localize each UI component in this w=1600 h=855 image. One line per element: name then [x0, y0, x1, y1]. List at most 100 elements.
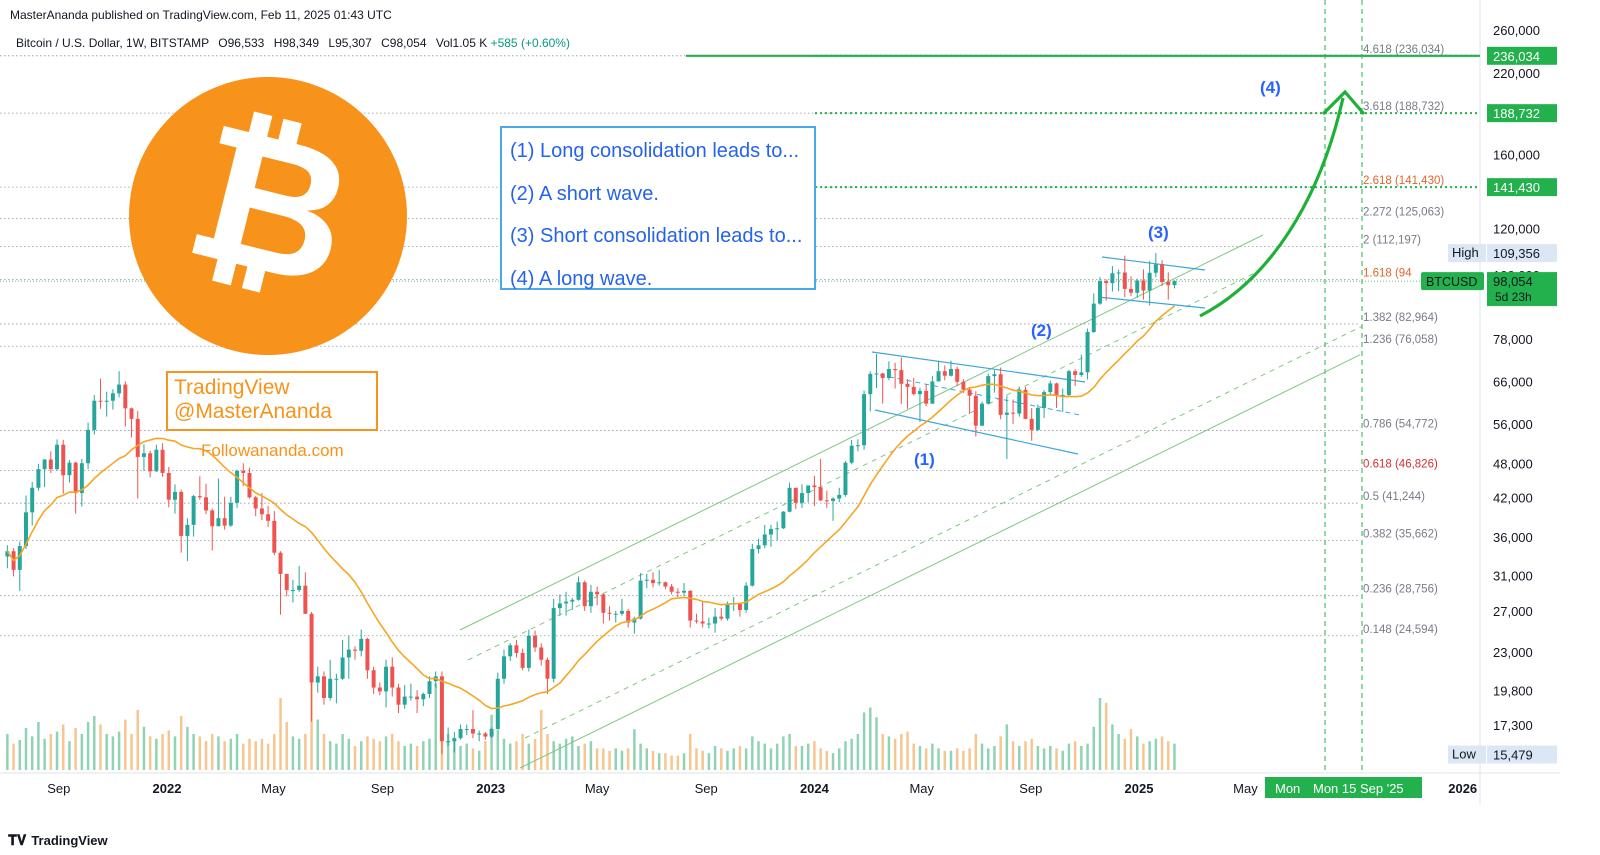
- candle-body: [862, 394, 867, 446]
- candle-body: [1004, 412, 1009, 415]
- volume-bar: [1042, 748, 1046, 770]
- volume-bar: [738, 746, 742, 770]
- symbol-tag: BTCUSD: [1426, 275, 1477, 289]
- candle-body: [899, 370, 904, 384]
- volume-bar: [1123, 738, 1127, 770]
- brand-box[interactable]: TradingView @MasterAnanda: [166, 371, 378, 431]
- volume-bar: [285, 722, 288, 770]
- annotation-line-2: (2) A short wave.: [510, 182, 659, 205]
- candle-body: [384, 666, 389, 692]
- candle-body: [340, 657, 345, 679]
- volume-bar: [291, 736, 295, 770]
- candle-body: [781, 511, 786, 529]
- volume-bar: [61, 724, 65, 770]
- fib-label: 0.148 (24,594): [1363, 624, 1438, 636]
- volume-bar: [99, 724, 102, 770]
- channel-upper-mid: [467, 267, 1266, 661]
- volume-bar: [117, 731, 121, 770]
- volume-bar: [142, 726, 146, 770]
- volume-bar: [856, 734, 860, 770]
- price-tick: 27,000: [1493, 604, 1533, 619]
- volume-bar: [589, 741, 593, 770]
- volume-bar: [1173, 743, 1176, 770]
- candle-body: [855, 445, 860, 447]
- volume-bar: [912, 743, 915, 770]
- channel-upper: [459, 234, 1264, 631]
- price-tick: 36,000: [1493, 530, 1533, 545]
- candle-body: [651, 579, 655, 584]
- candle-body: [284, 573, 289, 591]
- volume-bar: [12, 743, 15, 770]
- volume-bar: [80, 734, 84, 770]
- price-tick: 78,000: [1493, 332, 1533, 347]
- volume-bar: [1129, 729, 1133, 770]
- volume-bar: [217, 736, 220, 770]
- volume-bar: [173, 736, 177, 770]
- candle-body: [365, 638, 370, 671]
- volume-bar: [968, 748, 971, 770]
- volume-bar: [347, 738, 351, 770]
- volume-bar: [105, 734, 108, 770]
- footer-logo-text[interactable]: TradingView: [31, 833, 108, 848]
- moving-average-line: [6, 305, 1175, 710]
- candle-body: [353, 649, 358, 651]
- candle-body: [266, 514, 271, 521]
- candle-body: [545, 659, 550, 679]
- website-link[interactable]: Followananda.com: [201, 441, 344, 460]
- candle-body: [1110, 273, 1115, 284]
- annotation-box[interactable]: (1) Long consolidation leads to... (2) A…: [500, 126, 816, 290]
- candle-body: [235, 470, 240, 503]
- price-tick: 17,300: [1493, 718, 1533, 733]
- bitcoin-logo-icon: [129, 77, 407, 355]
- volume-bar: [508, 743, 512, 770]
- candle-body: [1054, 383, 1059, 396]
- candle-body: [762, 534, 767, 546]
- candle-body: [1023, 389, 1028, 419]
- volume-bar: [304, 734, 307, 770]
- candle-body: [402, 696, 407, 705]
- price-tick: 19,800: [1493, 683, 1533, 698]
- symbol-title[interactable]: Bitcoin / U.S. Dollar, 1W, BITSTAMP: [16, 36, 209, 50]
- volume-bar: [645, 748, 649, 770]
- candle-body: [222, 518, 227, 526]
- candle-body: [166, 472, 171, 500]
- candle-body: [1104, 281, 1109, 284]
- volume-bar: [595, 748, 599, 770]
- wave-label-2: (2): [1031, 321, 1052, 340]
- volume-bar: [297, 738, 301, 770]
- volume-bar: [310, 680, 313, 770]
- last-price-value: 98,054: [1493, 274, 1533, 289]
- candle-body: [1042, 392, 1047, 408]
- volume-bar: [701, 750, 704, 770]
- volume-bar: [695, 748, 698, 770]
- volume-bar: [558, 743, 562, 770]
- volume-bar: [359, 741, 363, 770]
- candle-body: [533, 635, 538, 648]
- candle-body: [719, 616, 724, 619]
- candle-body: [30, 487, 35, 513]
- price-label: 109,356: [1493, 246, 1540, 261]
- volume-bar: [68, 741, 71, 770]
- volume-bar: [633, 729, 636, 770]
- candle-body: [1141, 280, 1146, 291]
- candle-body: [290, 590, 295, 592]
- volume-bar: [993, 746, 996, 770]
- volume-bar: [465, 743, 469, 770]
- volume-bar: [825, 750, 829, 770]
- volume-bar: [527, 743, 531, 770]
- candle-body: [123, 384, 128, 409]
- consolidation-1-mid: [879, 374, 1081, 416]
- candle-body: [253, 497, 258, 509]
- price-tick: 120,000: [1493, 221, 1540, 236]
- time-tick: Sep: [47, 781, 70, 796]
- candle-body: [557, 603, 562, 609]
- candle-body: [24, 512, 28, 547]
- symbol-info-line: Bitcoin / U.S. Dollar, 1W, BITSTAMP O96,…: [16, 36, 570, 50]
- volume-bar: [459, 746, 462, 770]
- price-label-bg: [1487, 244, 1557, 263]
- volume-bar: [583, 743, 586, 770]
- volume-bar: [875, 717, 878, 770]
- candle-body: [228, 502, 233, 526]
- volume-bar: [1030, 738, 1033, 770]
